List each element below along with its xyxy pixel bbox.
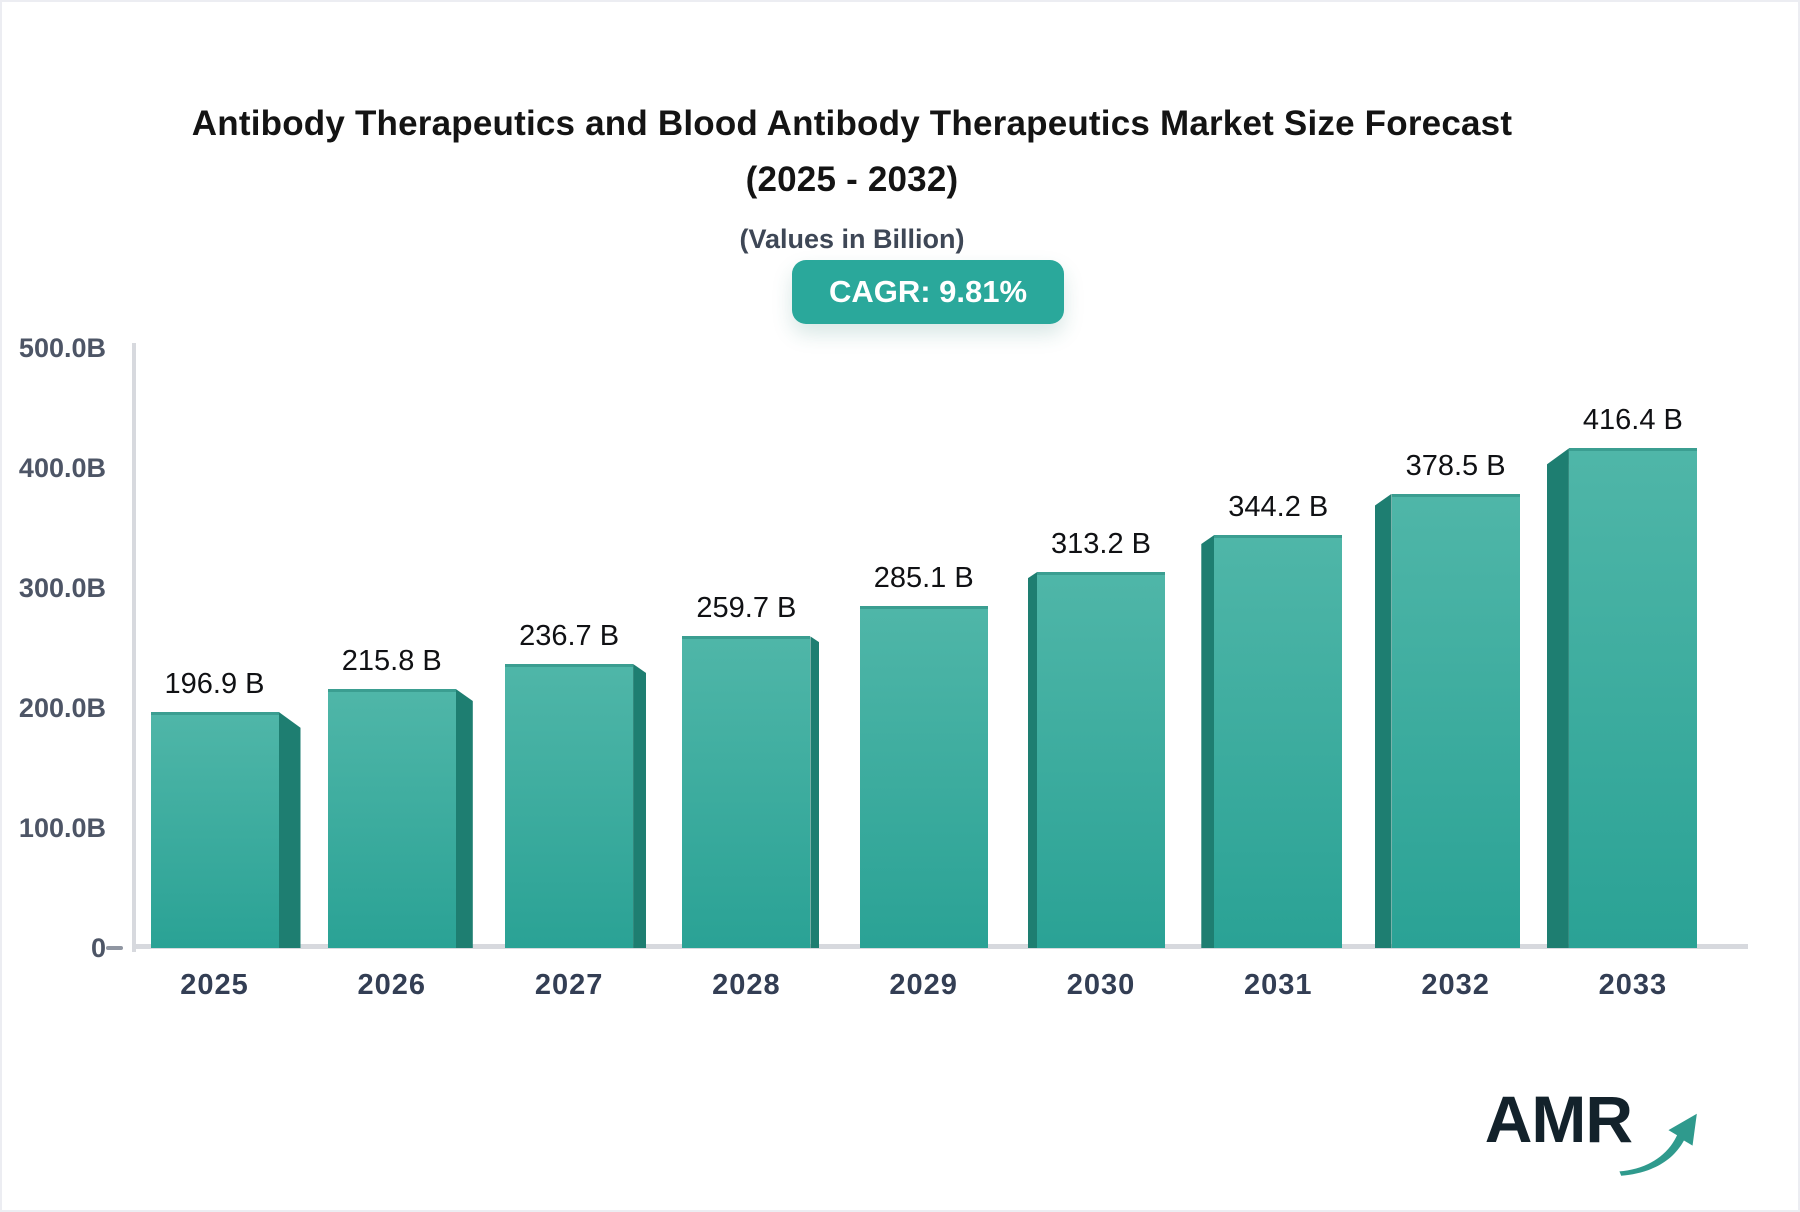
x-axis-tick-label: 2026: [357, 969, 427, 1001]
bar: [1214, 534, 1343, 948]
y-axis-tick-label: 200.0B: [18, 693, 106, 723]
bar-side-face: [455, 689, 473, 948]
y-axis-tick-label: 0: [90, 933, 106, 963]
bar-value-label: 215.8 B: [341, 645, 442, 678]
bar-side-face: [1028, 572, 1037, 948]
bar-side-face: [1201, 534, 1215, 948]
brand-logo-text: AMR: [1484, 1082, 1633, 1156]
x-axis-tick-label: 2029: [889, 969, 958, 1001]
bar: [327, 689, 456, 948]
bar-side-face: [633, 663, 647, 948]
brand-logo: AMR: [1485, 1084, 1702, 1180]
cagr-badge: CAGR: 9.81%: [792, 260, 1064, 324]
bar-value-label: 378.5 B: [1405, 449, 1506, 482]
bar-value-label: 344.2 B: [1228, 490, 1329, 523]
x-axis-tick-label: 2028: [712, 969, 781, 1001]
bar-value-label: 313.2 B: [1051, 528, 1151, 561]
bar-side-face: [1546, 448, 1569, 948]
y-axis-tick-label: 100.0B: [18, 813, 106, 843]
bar: [1568, 448, 1697, 948]
y-axis-tick-label: 300.0B: [18, 573, 106, 603]
x-axis-tick-label: 2027: [534, 969, 604, 1001]
bar: [1391, 493, 1520, 948]
bar: [1037, 572, 1165, 948]
chart-subtitle: (Values in Billion): [739, 224, 965, 254]
bar-side-face: [1374, 493, 1392, 948]
y-axis-tick-label: 500.0B: [18, 333, 106, 363]
bar: [859, 605, 988, 948]
bar-value-label: 416.4 B: [1582, 404, 1683, 437]
bar-side-face: [810, 636, 820, 948]
x-axis-tick-label: 2033: [1598, 969, 1668, 1001]
x-axis-tick-label: 2031: [1244, 969, 1313, 1001]
zero-tick-dash: [106, 946, 123, 950]
y-axis-tick-label: 400.0B: [18, 453, 106, 483]
chart-title-line1: Antibody Therapeutics and Blood Antibody…: [191, 104, 1513, 143]
x-axis-tick-label: 2025: [180, 969, 249, 1001]
x-axis-tick-label: 2030: [1066, 969, 1136, 1001]
y-axis-line: [132, 343, 136, 952]
bar-value-label: 196.9 B: [164, 667, 265, 700]
x-axis-tick-label: 2032: [1421, 969, 1490, 1001]
bar: [505, 663, 634, 948]
bar-value-label: 259.7 B: [696, 592, 797, 625]
bar: [150, 711, 279, 948]
bar-side-face: [278, 711, 301, 948]
bar-value-label: 236.7 B: [519, 619, 620, 652]
chart-title-line2: (2025 - 2032): [745, 160, 959, 199]
bar-value-label: 285.1 B: [873, 561, 974, 594]
growth-arrow-icon: [1619, 1113, 1697, 1176]
bar: [682, 636, 811, 948]
